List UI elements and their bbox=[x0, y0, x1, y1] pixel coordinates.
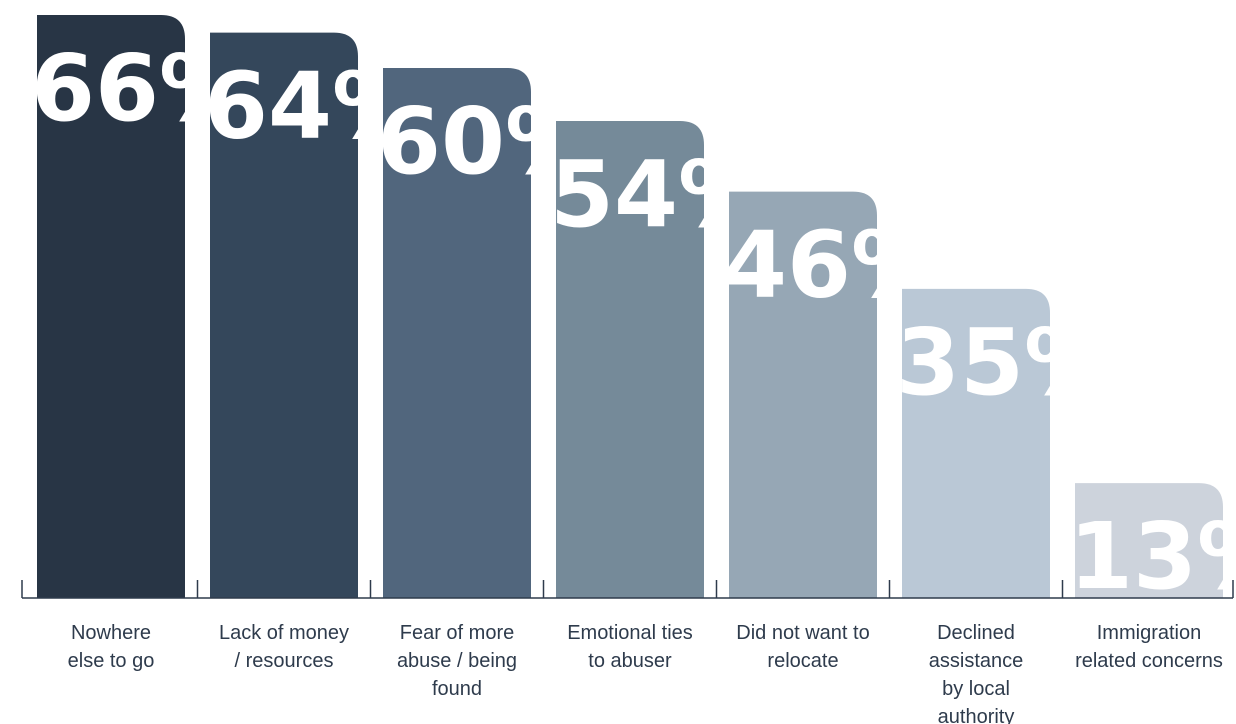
bar-value-label: 60% bbox=[377, 88, 597, 195]
category-label: Immigration related concerns bbox=[1075, 622, 1223, 672]
bar-value-label: 54% bbox=[550, 141, 770, 248]
bar-value-label: 64% bbox=[204, 53, 424, 160]
bar bbox=[37, 15, 185, 598]
bar-value-label: 46% bbox=[723, 212, 943, 319]
bar-value-label: 35% bbox=[896, 309, 1116, 416]
category-label: Fear of more abuse / being found bbox=[397, 622, 517, 700]
bar-value-label: 66% bbox=[31, 35, 251, 142]
category-label: Lack of money / resources bbox=[219, 622, 349, 672]
bar bbox=[902, 288, 1050, 598]
category-label: Declined assistance by local authority bbox=[929, 622, 1024, 724]
bar bbox=[556, 121, 704, 598]
category-label: Emotional ties to abuser bbox=[567, 622, 693, 672]
category-labels: Nowhere else to go Lack of money / resource… bbox=[68, 622, 1223, 724]
x-axis bbox=[21, 580, 1234, 599]
bar bbox=[1075, 483, 1223, 598]
category-label: Did not want to relocate bbox=[736, 622, 869, 672]
bar-value-label: 13% bbox=[1069, 503, 1236, 610]
bar bbox=[383, 68, 531, 598]
category-label: Nowhere else to go bbox=[68, 622, 155, 672]
bar bbox=[729, 191, 877, 598]
bars-group: 66%64%60%54%46%35% 13% bbox=[31, 15, 1236, 610]
bar bbox=[210, 32, 358, 598]
